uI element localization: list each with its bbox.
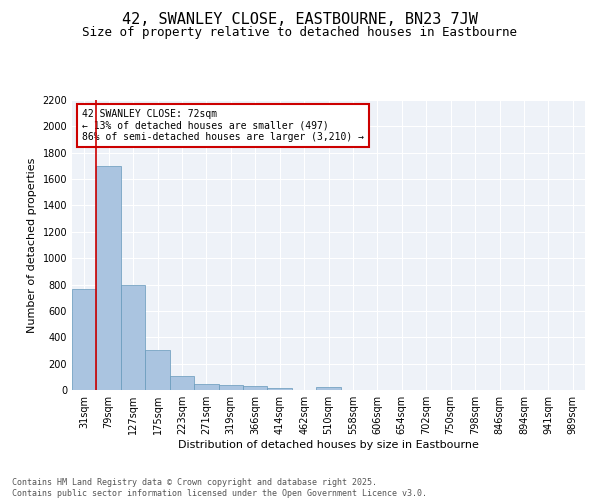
- Text: 42 SWANLEY CLOSE: 72sqm
← 13% of detached houses are smaller (497)
86% of semi-d: 42 SWANLEY CLOSE: 72sqm ← 13% of detache…: [82, 108, 364, 142]
- Bar: [316, 388, 341, 390]
- Text: Size of property relative to detached houses in Eastbourne: Size of property relative to detached ho…: [83, 26, 517, 39]
- Y-axis label: Number of detached properties: Number of detached properties: [27, 158, 37, 332]
- Bar: [243, 386, 268, 390]
- Bar: [170, 376, 194, 390]
- Bar: [268, 388, 292, 390]
- Bar: [145, 350, 170, 390]
- Text: Contains HM Land Registry data © Crown copyright and database right 2025.
Contai: Contains HM Land Registry data © Crown c…: [12, 478, 427, 498]
- Bar: [194, 384, 218, 390]
- X-axis label: Distribution of detached houses by size in Eastbourne: Distribution of detached houses by size …: [178, 440, 479, 450]
- Bar: [121, 284, 145, 390]
- Text: 42, SWANLEY CLOSE, EASTBOURNE, BN23 7JW: 42, SWANLEY CLOSE, EASTBOURNE, BN23 7JW: [122, 12, 478, 28]
- Bar: [72, 288, 97, 390]
- Bar: [97, 166, 121, 390]
- Bar: [218, 385, 243, 390]
